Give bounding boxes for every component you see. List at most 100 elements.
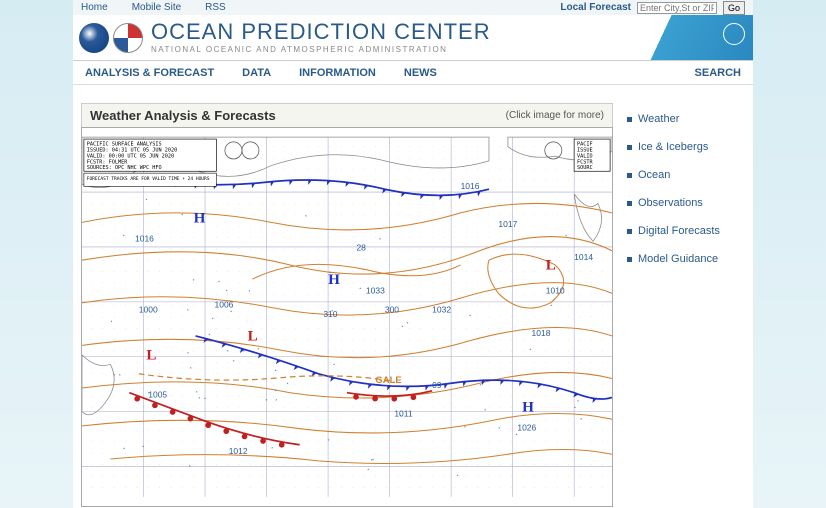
svg-text:L: L (546, 258, 556, 274)
svg-text:*: * (257, 347, 259, 353)
svg-text:GALE: GALE (375, 375, 401, 386)
svg-text:*: * (407, 321, 409, 327)
chart-svg: 1016101710141016101010331032100610001018… (82, 128, 612, 506)
svg-text:*: * (187, 351, 189, 357)
svg-text:1005: 1005 (148, 389, 167, 399)
svg-text:*: * (212, 317, 214, 323)
sidebar-item-digital[interactable]: Digital Forecasts (625, 217, 745, 245)
topbar-links: Home Mobile Site RSS (81, 2, 226, 13)
sidebar-item-weather[interactable]: Weather (625, 105, 745, 133)
svg-text:*: * (516, 432, 518, 438)
svg-text:*: * (142, 444, 144, 450)
sidebar-item-label: Ice & Icebergs (638, 141, 708, 153)
sidebar-item-label: Model Guidance (638, 253, 718, 265)
nav-analysis[interactable]: ANALYSIS & FORECAST (85, 67, 214, 79)
svg-text:*: * (119, 373, 121, 379)
bullet-icon (627, 229, 632, 234)
svg-text:1032: 1032 (432, 304, 451, 314)
svg-text:*: * (577, 399, 579, 405)
bullet-icon (627, 173, 632, 178)
svg-text:*: * (148, 391, 150, 397)
svg-text:*: * (305, 214, 307, 220)
location-input[interactable] (637, 2, 717, 14)
svg-text:*: * (275, 398, 277, 404)
svg-text:*: * (187, 308, 189, 314)
header-text: OCEAN PREDICTION CENTER NATIONAL OCEANIC… (151, 21, 491, 54)
go-button[interactable]: Go (723, 1, 745, 15)
svg-text:*: * (196, 390, 198, 396)
sidebar-item-observations[interactable]: Observations (625, 189, 745, 217)
svg-text:*: * (226, 289, 228, 295)
svg-text:*: * (189, 464, 191, 470)
svg-text:*: * (111, 320, 113, 326)
topbar-link-home[interactable]: Home (81, 2, 108, 13)
topbar: Home Mobile Site RSS Local Forecast Go (73, 0, 753, 15)
site-title: OCEAN PREDICTION CENTER (151, 21, 491, 43)
topbar-link-mobile[interactable]: Mobile Site (132, 2, 181, 13)
svg-text:*: * (204, 396, 206, 402)
svg-text:*: * (464, 425, 466, 431)
bullet-icon (627, 145, 632, 150)
svg-text:1033: 1033 (366, 285, 385, 295)
nav-search[interactable]: SEARCH (695, 67, 741, 79)
svg-text:*: * (484, 408, 486, 414)
svg-text:*: * (530, 347, 532, 353)
nav-information[interactable]: INFORMATION (299, 67, 376, 79)
svg-text:*: * (367, 468, 369, 474)
svg-text:L: L (146, 348, 156, 364)
svg-text:1006: 1006 (215, 300, 234, 310)
sidebar: Weather Ice & Icebergs Ocean Observation… (625, 103, 745, 507)
surface-analysis-chart[interactable]: 1016101710141016101010331032100610001018… (81, 127, 613, 507)
svg-text:*: * (329, 270, 331, 276)
svg-text:*: * (227, 349, 229, 355)
svg-text:H: H (522, 400, 534, 416)
svg-text:*: * (287, 381, 289, 387)
svg-text:*: * (457, 473, 459, 479)
content-area: Weather Analysis & Forecasts (Click imag… (73, 85, 753, 507)
panel-title: Weather Analysis & Forecasts (90, 108, 276, 123)
svg-text:09: 09 (432, 380, 442, 390)
svg-text:300: 300 (385, 304, 399, 314)
svg-text:*: * (113, 373, 115, 379)
svg-text:*: * (331, 309, 333, 315)
svg-text:1026: 1026 (517, 423, 536, 433)
site-subtitle: NATIONAL OCEANIC AND ATMOSPHERIC ADMINIS… (151, 45, 491, 54)
svg-text:*: * (400, 413, 402, 419)
noaa-logo-icon (79, 23, 109, 53)
svg-text:*: * (218, 279, 220, 285)
main-nav: ANALYSIS & FORECAST DATA INFORMATION NEW… (73, 61, 753, 85)
panel-header: Weather Analysis & Forecasts (Click imag… (81, 103, 613, 127)
page-container: Home Mobile Site RSS Local Forecast Go O… (73, 0, 753, 508)
topbar-link-rss[interactable]: RSS (205, 2, 226, 13)
svg-text:*: * (123, 234, 125, 240)
svg-text:*: * (328, 438, 330, 444)
svg-text:*: * (565, 233, 567, 239)
svg-text:*: * (580, 417, 582, 423)
svg-text:*: * (198, 396, 200, 402)
svg-text:28: 28 (356, 243, 366, 253)
nws-logo-icon (113, 23, 143, 53)
sidebar-item-label: Weather (638, 113, 679, 125)
svg-text:*: * (479, 383, 481, 389)
svg-text:*: * (146, 198, 148, 204)
svg-text:*: * (190, 366, 192, 372)
nav-data[interactable]: DATA (242, 67, 271, 79)
svg-text:*: * (469, 314, 471, 320)
svg-text:*: * (233, 359, 235, 365)
main-panel: Weather Analysis & Forecasts (Click imag… (81, 103, 613, 507)
sidebar-item-ocean[interactable]: Ocean (625, 161, 745, 189)
svg-text:*: * (574, 406, 576, 412)
svg-text:1016: 1016 (461, 181, 480, 191)
svg-text:1017: 1017 (498, 219, 517, 229)
sidebar-item-model[interactable]: Model Guidance (625, 245, 745, 273)
nav-news[interactable]: NEWS (404, 67, 437, 79)
svg-text:*: * (208, 333, 210, 339)
svg-text:*: * (243, 349, 245, 355)
svg-text:L: L (248, 329, 258, 345)
panel-hint: (Click image for more) (506, 110, 604, 121)
svg-text:*: * (230, 309, 232, 315)
sidebar-item-ice[interactable]: Ice & Icebergs (625, 133, 745, 161)
svg-text:*: * (379, 237, 381, 243)
svg-text:*: * (498, 426, 500, 432)
bullet-icon (627, 201, 632, 206)
